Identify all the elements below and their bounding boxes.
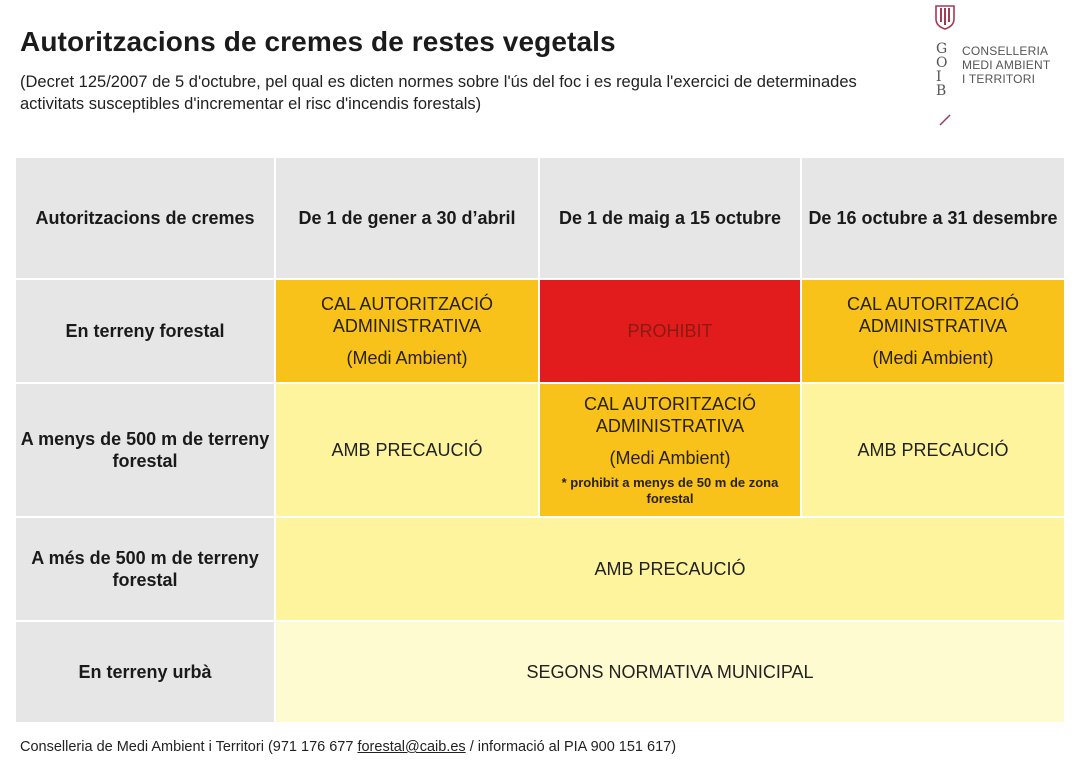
logo-line: I TERRITORI: [962, 72, 1036, 86]
table-cell: AMB PRECAUCIÓ: [276, 384, 538, 516]
footer-prefix: Conselleria de Medi Ambient i Territori …: [20, 739, 358, 755]
cell-main-text: AMB PRECAUCIÓ: [857, 440, 1009, 460]
cell-sub-text: (Medi Ambient): [609, 448, 731, 468]
row-label: En terreny forestal: [16, 280, 274, 382]
logo-letter: B: [936, 83, 947, 99]
cell-sub-text: (Medi Ambient): [346, 348, 468, 368]
table-cell: PROHIBIT: [540, 280, 800, 382]
cell-main-text: CAL AUTORITZACIÓ ADMINISTRATIVA: [583, 394, 757, 436]
page-title: Autoritzacions de cremes de restes veget…: [20, 26, 616, 57]
table-header-cell: De 16 octubre a 31 desembre: [802, 158, 1064, 278]
logo-line: CONSELLERIA: [962, 44, 1049, 58]
cell-main-text: AMB PRECAUCIÓ: [331, 440, 483, 460]
cell-main-text: PROHIBIT: [627, 321, 713, 341]
table-cell: AMB PRECAUCIÓ: [802, 384, 1064, 516]
row-label: A més de 500 m de terreny forestal: [16, 518, 274, 620]
goib-logo: G O I B CONSELLERIA MEDI AMBIENT I TERRI…: [928, 0, 1078, 140]
cell-sub-text: (Medi Ambient): [872, 348, 994, 368]
goib-letters: G O I B: [936, 42, 947, 98]
table-header-cell: De 1 de gener a 30 d’abril: [276, 158, 538, 278]
table-cell: CAL AUTORITZACIÓ ADMINISTRATIVA (Medi Am…: [276, 280, 538, 382]
footer-email-link[interactable]: forestal@caib.es: [357, 739, 466, 755]
slash-icon: [939, 114, 951, 126]
table-header-cell: Autoritzacions de cremes: [16, 158, 274, 278]
table-cell: AMB PRECAUCIÓ: [276, 518, 1064, 620]
footer-suffix: / informació al PIA 900 151 617): [465, 739, 677, 755]
row-label: En terreny urbà: [16, 622, 274, 722]
logo-department: CONSELLERIA MEDI AMBIENT I TERRITORI: [962, 44, 1050, 86]
cell-main-text: SEGONS NORMATIVA MUNICIPAL: [526, 662, 814, 682]
cell-main-text: AMB PRECAUCIÓ: [594, 559, 746, 579]
logo-letter: G: [936, 41, 948, 57]
table-header-cell: De 1 de maig a 15 octubre: [540, 158, 800, 278]
row-label: A menys de 500 m de terreny forestal: [16, 384, 274, 516]
page-subtitle: (Decret 125/2007 de 5 d'octubre, pel qua…: [20, 73, 857, 113]
cell-note: * prohibit a menys de 50 m de zona fores…: [561, 475, 779, 506]
cell-main-text: CAL AUTORITZACIÓ ADMINISTRATIVA: [320, 294, 494, 336]
logo-line: MEDI AMBIENT: [962, 58, 1051, 72]
logo-letter: O: [936, 55, 948, 71]
table-cell: CAL AUTORITZACIÓ ADMINISTRATIVA (Medi Am…: [802, 280, 1064, 382]
footer-contact: Conselleria de Medi Ambient i Territori …: [20, 739, 676, 755]
cell-main-text: CAL AUTORITZACIÓ ADMINISTRATIVA: [846, 294, 1020, 336]
logo-letter: I: [936, 69, 942, 85]
authorization-table: Autoritzacions de cremes De 1 de gener a…: [16, 158, 1064, 726]
crest-icon: [935, 5, 955, 30]
table-cell: SEGONS NORMATIVA MUNICIPAL: [276, 622, 1064, 722]
table-cell: CAL AUTORITZACIÓ ADMINISTRATIVA (Medi Am…: [540, 384, 800, 516]
